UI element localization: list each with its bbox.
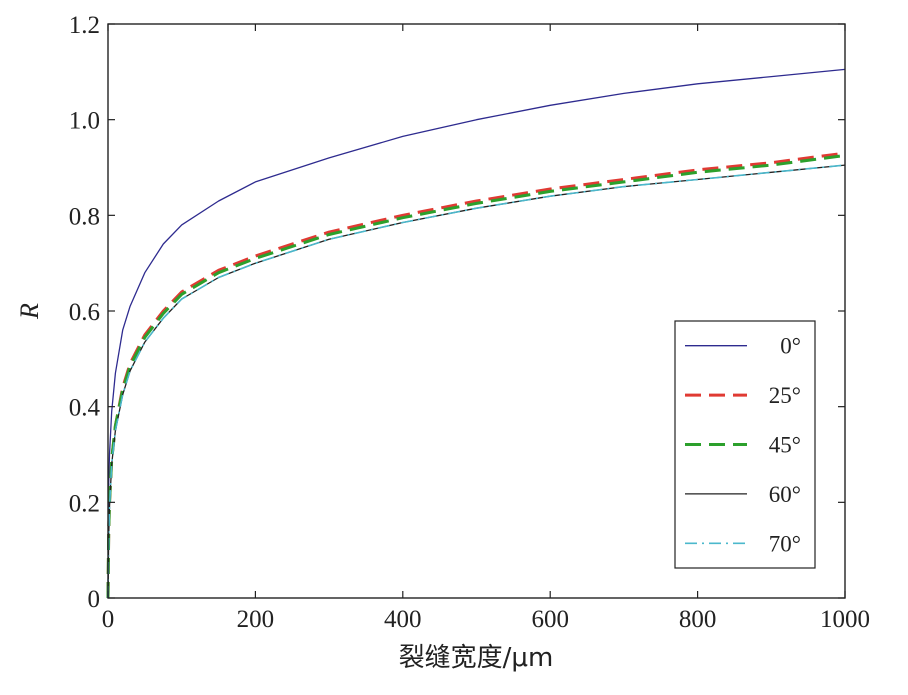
legend: 0° 25° 45° 60° 70° [674, 320, 816, 569]
series-line-4 [107, 164, 846, 599]
x-tick-label: 1000 [820, 606, 870, 633]
y-tick-label: 0.4 [69, 395, 101, 422]
y-tick-label: 0.8 [69, 203, 100, 230]
legend-label-4: 70° [769, 531, 801, 556]
legend-label-2: 45° [769, 433, 801, 458]
legend-label-3: 60° [769, 482, 801, 507]
x-tick-label: 800 [679, 606, 717, 633]
x-tick-label: 600 [531, 606, 569, 633]
y-tick-label: 0.6 [69, 299, 100, 326]
ticks-layer: 0 200 400 600 800 1000 0 0.2 0.4 0.6 0.8 1.0 1.2 [69, 12, 870, 633]
x-tick-label: 0 [102, 606, 115, 633]
y-tick-label: 0.2 [69, 490, 100, 517]
series-layer [106, 68, 846, 599]
y-tick-label: 0 [88, 586, 101, 613]
legend-label-1: 25° [769, 383, 801, 408]
legend-label-0: 0° [780, 334, 801, 359]
x-tick-label: 200 [237, 606, 275, 633]
series-line-0 [107, 68, 846, 599]
x-tick-label: 400 [384, 606, 422, 633]
y-axis-label: R [15, 303, 44, 320]
y-tick-label: 1.2 [69, 12, 100, 39]
x-axis-label: 裂缝宽度/μm [399, 643, 554, 673]
y-tick-label: 1.0 [69, 108, 100, 135]
